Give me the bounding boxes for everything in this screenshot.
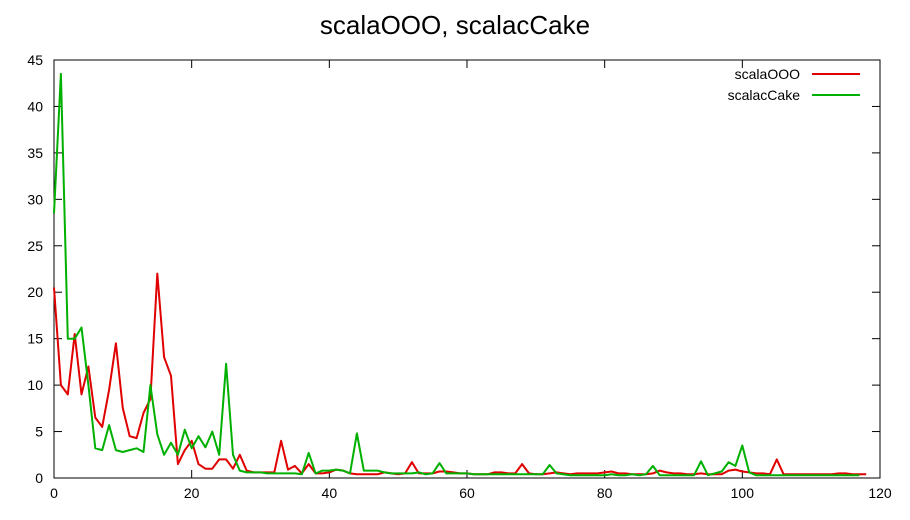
series-line-scalaOOO — [53, 272, 867, 476]
series-line-scalacCake — [53, 72, 860, 477]
legend: scalaOOO scalacCake — [728, 66, 860, 103]
y-tick-label: 25 — [27, 238, 43, 254]
y-tick-label: 30 — [27, 191, 43, 207]
x-tick-label: 120 — [868, 485, 892, 501]
x-tick-label: 60 — [459, 485, 475, 501]
y-tick-label: 45 — [27, 52, 43, 68]
y-tick-label: 20 — [27, 284, 43, 300]
y-tick-label: 0 — [35, 470, 43, 486]
axes-ticks: 0 5 10 15 20 25 30 35 40 45 0 20 40 60 80 100 120 — [27, 52, 891, 501]
y-tick-label: 35 — [27, 145, 43, 161]
x-tick-label: 0 — [50, 485, 58, 501]
plot-frame — [53, 59, 881, 479]
legend-label: scalacCake — [728, 87, 801, 103]
legend-label: scalaOOO — [735, 66, 800, 82]
series-lines — [53, 72, 867, 477]
y-tick-label: 15 — [27, 331, 43, 347]
x-tick-label: 100 — [731, 485, 755, 501]
chart-title: scalaOOO, scalacCake — [319, 10, 591, 40]
x-tick-label: 80 — [597, 485, 613, 501]
x-tick-label: 40 — [322, 485, 338, 501]
y-tick-label: 10 — [27, 377, 43, 393]
y-tick-label: 5 — [35, 424, 43, 440]
y-tick-label: 40 — [27, 98, 43, 114]
x-tick-label: 20 — [184, 485, 200, 501]
